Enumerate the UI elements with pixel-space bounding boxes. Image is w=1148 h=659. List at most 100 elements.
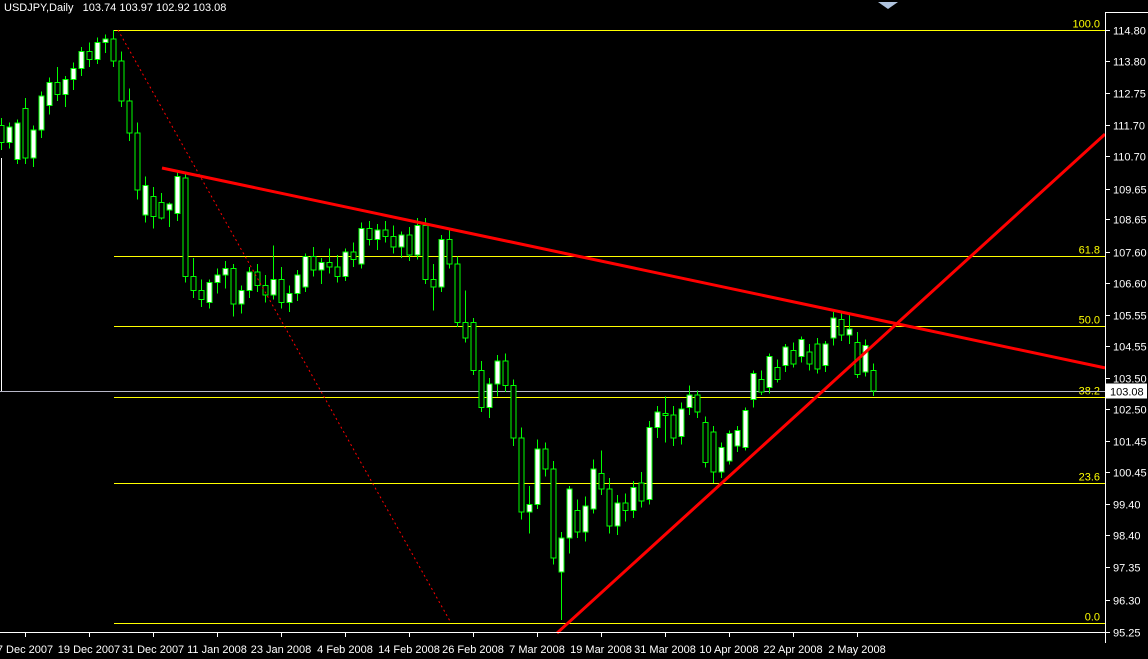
date-tick-label: 14 Feb 2008 xyxy=(378,644,440,656)
candle-bull xyxy=(70,68,77,80)
candle-bear xyxy=(550,468,557,559)
fib-level-label: 0.0 xyxy=(1085,612,1100,624)
candle-bull xyxy=(766,355,773,388)
candle-bear xyxy=(150,195,157,217)
candle-bear xyxy=(366,228,373,240)
date-tick-label: 26 Feb 2008 xyxy=(442,644,504,656)
date-tick-label: 11 Jan 2008 xyxy=(187,644,247,656)
candle-bull xyxy=(94,41,101,60)
candle-bull xyxy=(846,328,853,336)
candle-bear xyxy=(662,412,669,416)
candle-bull xyxy=(246,271,253,291)
candle-bear xyxy=(638,482,645,502)
candle-bear xyxy=(230,268,237,305)
date-tick-label: 23 Jan 2008 xyxy=(251,644,312,656)
date-tick-label: 7 Dec 2007 xyxy=(0,644,53,656)
candle-bull xyxy=(414,225,421,256)
price-tick-label: 96.30 xyxy=(1113,596,1141,608)
price-tick-label: 98.40 xyxy=(1113,531,1141,543)
price-tick-label: 103.50 xyxy=(1113,374,1147,386)
candle-bull xyxy=(6,126,13,143)
candle-bear xyxy=(870,370,877,392)
price-tick-label: 108.65 xyxy=(1113,215,1147,227)
fib-level-label: 23.6 xyxy=(1079,472,1100,484)
candle-bear xyxy=(334,266,341,277)
candle-bull xyxy=(582,505,589,533)
trend-line-1[interactable] xyxy=(161,166,1106,370)
chart-title: USDJPY,Daily 103.74 103.97 102.92 103.08 xyxy=(4,2,227,14)
candle-bull xyxy=(486,383,493,408)
candle-bear xyxy=(54,81,61,96)
candle-bull xyxy=(398,234,405,248)
date-tick-label: 10 Apr 2008 xyxy=(699,644,758,656)
candle-bull xyxy=(46,81,53,106)
current-price-tag-label: 103.08 xyxy=(1110,387,1144,399)
candle-bull xyxy=(830,317,837,339)
candle-bear xyxy=(806,351,813,365)
candle-bear xyxy=(182,177,189,277)
date-tick-label: 4 Feb 2008 xyxy=(317,644,373,656)
candle-bull xyxy=(862,345,869,373)
candle-bull xyxy=(742,409,749,448)
candle-bear xyxy=(390,235,397,248)
candle-bull xyxy=(734,429,741,447)
price-tick-label: 105.55 xyxy=(1113,311,1147,323)
fib-level-label: 100.0 xyxy=(1072,19,1100,31)
fib-diagonal-dashed-line[interactable] xyxy=(117,29,452,624)
trend-line-2[interactable] xyxy=(555,132,1107,635)
candle-bull xyxy=(286,292,293,304)
current-price-tag xyxy=(1106,383,1147,399)
candle-bear xyxy=(86,51,93,60)
date-tick-label: 19 Dec 2007 xyxy=(58,644,120,656)
candle-bull xyxy=(630,486,637,511)
candle-bear xyxy=(518,437,525,513)
candle-bear xyxy=(446,238,453,265)
candle-bull xyxy=(614,502,621,527)
candle-bull xyxy=(558,537,565,573)
candle-bull xyxy=(526,503,533,513)
date-tick-label: 19 Mar 2008 xyxy=(570,644,632,656)
candle-bull xyxy=(174,175,181,214)
candle-bull xyxy=(494,360,501,385)
candle-bear xyxy=(198,289,205,301)
candle-bear xyxy=(838,319,845,336)
price-tick-label: 106.60 xyxy=(1113,279,1147,291)
price-tick-label: 95.25 xyxy=(1113,628,1141,640)
date-tick-label: 31 Dec 2007 xyxy=(122,644,184,656)
candle-bear xyxy=(598,473,605,490)
candle-bull xyxy=(206,282,213,304)
candle-bear xyxy=(470,322,477,371)
candle-bull xyxy=(718,446,725,473)
price-tick-label: 107.60 xyxy=(1113,248,1147,260)
candle-bull xyxy=(750,372,757,401)
candle-bear xyxy=(758,379,765,393)
candle-bear xyxy=(278,278,285,304)
candle-bull xyxy=(798,339,805,357)
candle-bear xyxy=(454,263,461,324)
price-tick-label: 97.35 xyxy=(1113,563,1141,575)
scroll-position-marker-icon xyxy=(878,2,898,9)
fib-level-label: 50.0 xyxy=(1079,315,1100,327)
candle-bull xyxy=(30,129,37,159)
price-tick-label: 112.75 xyxy=(1113,89,1146,101)
price-tick-label: 113.80 xyxy=(1113,57,1146,69)
candle-bear xyxy=(606,488,613,527)
candle-bear xyxy=(702,422,709,464)
candle-bear xyxy=(382,229,389,237)
date-tick-label: 22 Apr 2008 xyxy=(763,644,822,656)
candle-bear xyxy=(478,369,485,408)
candle-bull xyxy=(566,488,573,539)
price-tick-label: 102.50 xyxy=(1113,405,1147,417)
candle-bear xyxy=(502,360,509,387)
candle-bear xyxy=(430,278,437,288)
candle-bear xyxy=(670,414,677,439)
candle-bear xyxy=(0,124,5,143)
candle-bull xyxy=(222,268,229,276)
candle-bull xyxy=(318,262,325,271)
candle-bear xyxy=(118,60,125,102)
candle-bull xyxy=(302,255,309,288)
candle-bear xyxy=(406,234,413,256)
candle-bear xyxy=(22,108,29,159)
